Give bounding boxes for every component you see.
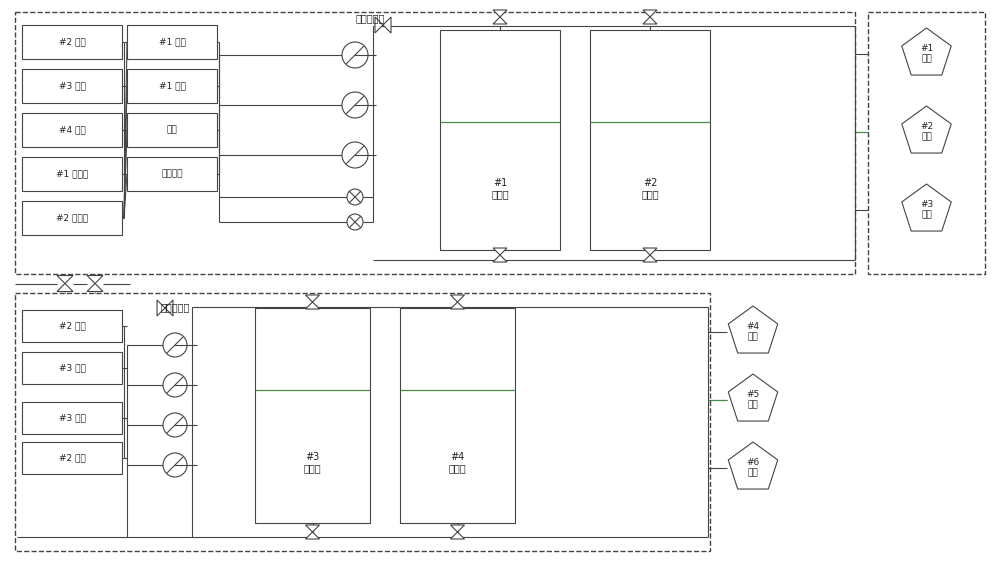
Polygon shape: [306, 525, 320, 532]
FancyBboxPatch shape: [22, 157, 122, 191]
Polygon shape: [375, 17, 383, 33]
Text: 电厂: 电厂: [167, 126, 177, 135]
Polygon shape: [643, 10, 657, 17]
Text: #4
转炉: #4 转炉: [746, 322, 760, 342]
Polygon shape: [643, 248, 657, 255]
Polygon shape: [728, 442, 778, 489]
FancyBboxPatch shape: [255, 308, 370, 523]
Polygon shape: [728, 306, 778, 353]
Text: #4
煤气柜: #4 煤气柜: [449, 452, 466, 473]
FancyBboxPatch shape: [127, 157, 217, 191]
Polygon shape: [643, 255, 657, 262]
Text: #2
转炉: #2 转炉: [920, 122, 933, 142]
Text: 煤气加压站: 煤气加压站: [355, 13, 385, 23]
Polygon shape: [493, 10, 507, 17]
Text: #2 热轧: #2 热轧: [59, 454, 85, 462]
Polygon shape: [450, 295, 464, 302]
Polygon shape: [643, 17, 657, 24]
Text: #2 冷轧: #2 冷轧: [59, 321, 85, 330]
Polygon shape: [57, 284, 73, 292]
Polygon shape: [57, 275, 73, 284]
Polygon shape: [165, 300, 173, 316]
Polygon shape: [493, 255, 507, 262]
Text: #6
转炉: #6 转炉: [746, 458, 760, 477]
Polygon shape: [493, 17, 507, 24]
Text: #1
煤气柜: #1 煤气柜: [491, 177, 509, 199]
Circle shape: [347, 189, 363, 205]
Text: 低压锅炉: 低压锅炉: [161, 169, 183, 178]
Polygon shape: [306, 532, 320, 539]
Text: #3 热轧: #3 热轧: [59, 413, 85, 422]
FancyBboxPatch shape: [22, 201, 122, 235]
Polygon shape: [493, 248, 507, 255]
Circle shape: [342, 142, 368, 168]
Polygon shape: [383, 17, 391, 33]
Polygon shape: [902, 106, 951, 153]
FancyBboxPatch shape: [440, 30, 560, 250]
Text: 煤气加压站: 煤气加压站: [160, 302, 190, 312]
Text: #1 冷轧: #1 冷轧: [159, 38, 185, 47]
FancyBboxPatch shape: [590, 30, 710, 250]
Polygon shape: [450, 525, 464, 532]
FancyBboxPatch shape: [127, 113, 217, 147]
Polygon shape: [728, 374, 778, 421]
Circle shape: [163, 373, 187, 397]
Circle shape: [342, 92, 368, 118]
Polygon shape: [306, 295, 320, 302]
Polygon shape: [902, 184, 951, 231]
Circle shape: [163, 453, 187, 477]
FancyBboxPatch shape: [22, 113, 122, 147]
Text: #2
煤气柜: #2 煤气柜: [641, 177, 659, 199]
FancyBboxPatch shape: [22, 352, 122, 384]
FancyBboxPatch shape: [22, 402, 122, 434]
Circle shape: [163, 333, 187, 357]
Polygon shape: [450, 302, 464, 309]
Polygon shape: [157, 300, 165, 316]
Circle shape: [347, 214, 363, 230]
FancyBboxPatch shape: [22, 25, 122, 59]
Text: #2 高炉: #2 高炉: [59, 38, 85, 47]
FancyBboxPatch shape: [400, 308, 515, 523]
Text: #1 石灰窑: #1 石灰窑: [56, 169, 88, 178]
FancyBboxPatch shape: [22, 310, 122, 342]
Circle shape: [342, 42, 368, 68]
Text: #3 高炉: #3 高炉: [59, 82, 85, 91]
Polygon shape: [450, 532, 464, 539]
Text: #3
煤气柜: #3 煤气柜: [304, 452, 321, 473]
Polygon shape: [87, 284, 103, 292]
Text: #3 冷轧: #3 冷轧: [59, 364, 85, 373]
Polygon shape: [87, 275, 103, 284]
Text: #3
转炉: #3 转炉: [920, 200, 933, 220]
Text: #4 高炉: #4 高炉: [59, 126, 85, 135]
FancyBboxPatch shape: [127, 25, 217, 59]
FancyBboxPatch shape: [22, 442, 122, 474]
Polygon shape: [306, 302, 320, 309]
Text: #2 石灰窑: #2 石灰窑: [56, 213, 88, 222]
Text: #1
转炉: #1 转炉: [920, 44, 933, 64]
Polygon shape: [902, 28, 951, 75]
Circle shape: [163, 413, 187, 437]
Text: #1 热轧: #1 热轧: [159, 82, 185, 91]
Text: #5
转炉: #5 转炉: [746, 390, 760, 410]
FancyBboxPatch shape: [22, 69, 122, 103]
FancyBboxPatch shape: [127, 69, 217, 103]
